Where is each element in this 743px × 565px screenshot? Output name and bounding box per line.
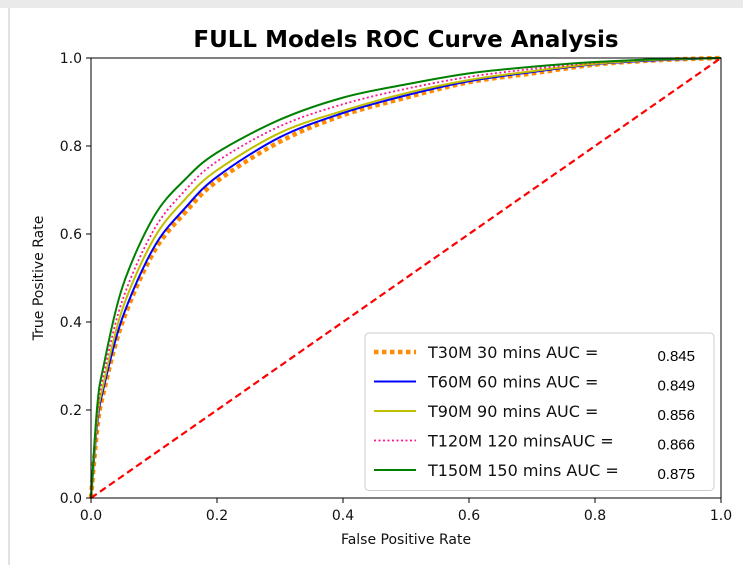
x-tick-label: 0.8 bbox=[584, 508, 606, 524]
y-tick-label: 0.8 bbox=[60, 139, 82, 155]
roc-curve-t120m bbox=[90, 57, 722, 499]
y-tick-label: 0.0 bbox=[60, 491, 82, 507]
axis-ticks: 0.0 0.2 0.4 0.6 0.8 1.0 0.0 0.2 0.4 0.6 0.8 1.0 bbox=[60, 51, 732, 524]
y-tick-label: 0.2 bbox=[60, 403, 82, 419]
y-tick-label: 0.6 bbox=[60, 227, 82, 243]
legend-label: T30M 30 mins AUC = bbox=[427, 343, 598, 362]
legend-auc-value: 0.845 bbox=[657, 348, 695, 365]
legend-auc-value: 0.849 bbox=[657, 378, 695, 395]
legend-label: T90M 90 mins AUC = bbox=[427, 402, 598, 421]
legend: T30M 30 mins AUC = 0.845 T60M 60 mins AUC … bbox=[364, 332, 715, 491]
x-tick-label: 0.4 bbox=[332, 508, 354, 524]
chart-title: FULL Models ROC Curve Analysis bbox=[193, 27, 618, 53]
plot-frame bbox=[90, 57, 722, 499]
legend-auc-value: 0.856 bbox=[657, 407, 695, 424]
chance-diagonal bbox=[90, 57, 722, 499]
y-tick-label: 1.0 bbox=[60, 51, 82, 67]
x-axis-label: False Positive Rate bbox=[341, 532, 471, 548]
legend-auc-value: 0.875 bbox=[657, 466, 695, 483]
legend-label: T120M 120 minsAUC = bbox=[427, 432, 614, 451]
legend-label: T60M 60 mins AUC = bbox=[427, 373, 598, 392]
x-tick-label: 0.6 bbox=[458, 508, 480, 524]
roc-curve-t90m bbox=[90, 57, 722, 499]
plot-area bbox=[88, 55, 722, 499]
x-tick-label: 1.0 bbox=[710, 508, 732, 524]
roc-curve-t150m bbox=[90, 57, 722, 499]
x-tick-label: 0.2 bbox=[206, 508, 228, 524]
left-border bbox=[8, 8, 10, 565]
y-tick-label: 0.4 bbox=[60, 315, 82, 331]
legend-auc-value: 0.866 bbox=[657, 437, 695, 454]
legend-label: T150M 150 mins AUC = bbox=[427, 461, 619, 480]
top-border bbox=[0, 0, 743, 8]
y-axis-label: True Positive Rate bbox=[31, 216, 47, 342]
legend-box bbox=[364, 332, 715, 491]
x-tick-label: 0.0 bbox=[80, 508, 102, 524]
